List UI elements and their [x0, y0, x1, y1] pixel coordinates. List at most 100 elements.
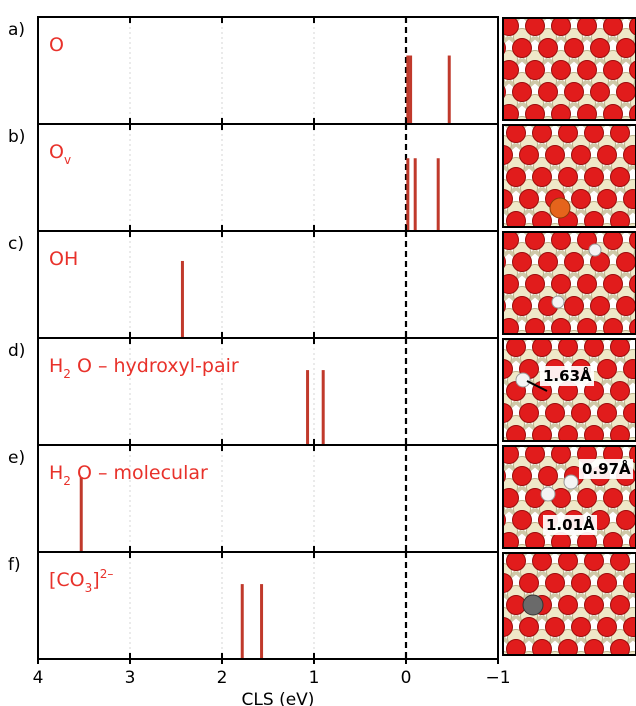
ce-atom: [612, 674, 629, 691]
lattice-bond: [470, 284, 483, 295]
o-atom: [551, 231, 571, 250]
lattice-bond: [470, 70, 483, 81]
o-atom: [572, 662, 591, 681]
o-atom: [584, 338, 604, 357]
lattice-bond: [490, 254, 503, 265]
x-tick-label: 4: [33, 668, 44, 688]
lattice-bond: [490, 446, 503, 457]
o-atom: [539, 0, 558, 14]
lattice-bond: [483, 4, 496, 15]
o-atom: [629, 532, 636, 548]
o-atom: [564, 82, 584, 102]
lattice-bond: [483, 339, 496, 350]
lattice-bond: [555, 660, 568, 671]
panel-3: c) OH: [8, 230, 499, 339]
ce-atom: [547, 696, 564, 706]
lattice-bond: [581, 671, 594, 682]
lattice-bond: [470, 147, 483, 158]
o-atom: [503, 617, 513, 637]
lattice-bond: [503, 79, 511, 89]
lattice-bond: [503, 399, 505, 402]
o-atom: [597, 403, 617, 423]
o-atom: [584, 211, 604, 227]
o-atom: [616, 82, 636, 102]
structure-inset-1: [470, 0, 636, 158]
o-atom: [616, 296, 636, 316]
o-atom: [610, 167, 630, 187]
lattice-bond: [574, 4, 587, 15]
o-atom: [506, 552, 526, 571]
o-atom: [590, 82, 610, 102]
o-atom: [532, 211, 552, 227]
o-atom: [629, 318, 636, 334]
o-atom: [598, 662, 617, 681]
o-atom: [519, 145, 539, 165]
o-atom: [481, 256, 500, 275]
o-atom: [623, 573, 636, 593]
o-atom: [506, 211, 526, 227]
lattice-bond: [477, 166, 490, 177]
o-atom: [513, 0, 532, 14]
o-atom: [481, 168, 500, 187]
lattice-bond: [483, 421, 496, 432]
species-label: Ov: [49, 141, 71, 167]
bar-1-1: [406, 55, 410, 124]
lattice-bond: [483, 520, 496, 531]
lattice-bond: [613, 4, 626, 15]
panel-2: b) Ov: [8, 123, 499, 232]
o-atom: [545, 617, 565, 637]
o-atom: [610, 124, 630, 143]
lattice-bond: [581, 660, 594, 671]
x-tick-label: −1: [485, 668, 510, 688]
o-atom: [503, 189, 513, 209]
lattice-bond: [555, 693, 568, 704]
lattice-bond: [483, 465, 496, 476]
lattice-bond: [483, 317, 496, 328]
o-atom: [474, 445, 493, 464]
o-atom: [481, 552, 500, 571]
lattice-bond: [503, 293, 511, 303]
o-atom: [551, 274, 571, 294]
o-atom: [545, 403, 565, 423]
panel-5: e) H2 O – molecular: [8, 444, 499, 553]
o-atom: [506, 639, 526, 655]
species-label-main: O: [49, 34, 64, 56]
o-atom: [629, 231, 636, 250]
o-atom: [610, 595, 630, 615]
lattice-bond: [503, 35, 511, 45]
lattice-bond: [477, 424, 490, 435]
o-atom: [474, 105, 493, 124]
lattice-bond: [470, 586, 483, 597]
lattice-bond: [581, 693, 594, 704]
o-atom: [506, 338, 526, 357]
lattice-bond: [516, 682, 529, 693]
lattice-bond: [483, 92, 496, 103]
o-atom: [503, 145, 513, 165]
species-label-rest: O – hydroxyl-pair: [71, 355, 239, 377]
species-label: H2 O – molecular: [49, 462, 208, 488]
lattice-bond: [620, 671, 633, 682]
lattice-bond: [529, 671, 542, 682]
species-label-rest: O – molecular: [71, 462, 208, 484]
lattice-bond: [522, 4, 535, 15]
bar-2-1: [406, 158, 410, 231]
ce-atom: [521, 696, 538, 706]
o-atom: [577, 60, 597, 80]
h-atom: [588, 243, 602, 257]
panel-tag: d): [8, 341, 25, 361]
o-atom: [603, 488, 623, 508]
o-atom: [558, 167, 578, 187]
o-atom: [481, 640, 500, 659]
vacancy-atom: [549, 197, 571, 219]
lattice-bond: [477, 605, 490, 616]
species-label-main: [CO: [49, 569, 85, 591]
bar-6-2: [260, 584, 264, 659]
lattice-bond: [503, 366, 505, 369]
o-atom: [577, 274, 597, 294]
lattice-bond: [587, 0, 600, 4]
inset-frame: [502, 338, 636, 442]
lattice-bond: [503, 196, 505, 199]
annotation-box: [579, 459, 633, 479]
lattice-bond: [503, 627, 505, 630]
o-atom: [591, 0, 610, 14]
